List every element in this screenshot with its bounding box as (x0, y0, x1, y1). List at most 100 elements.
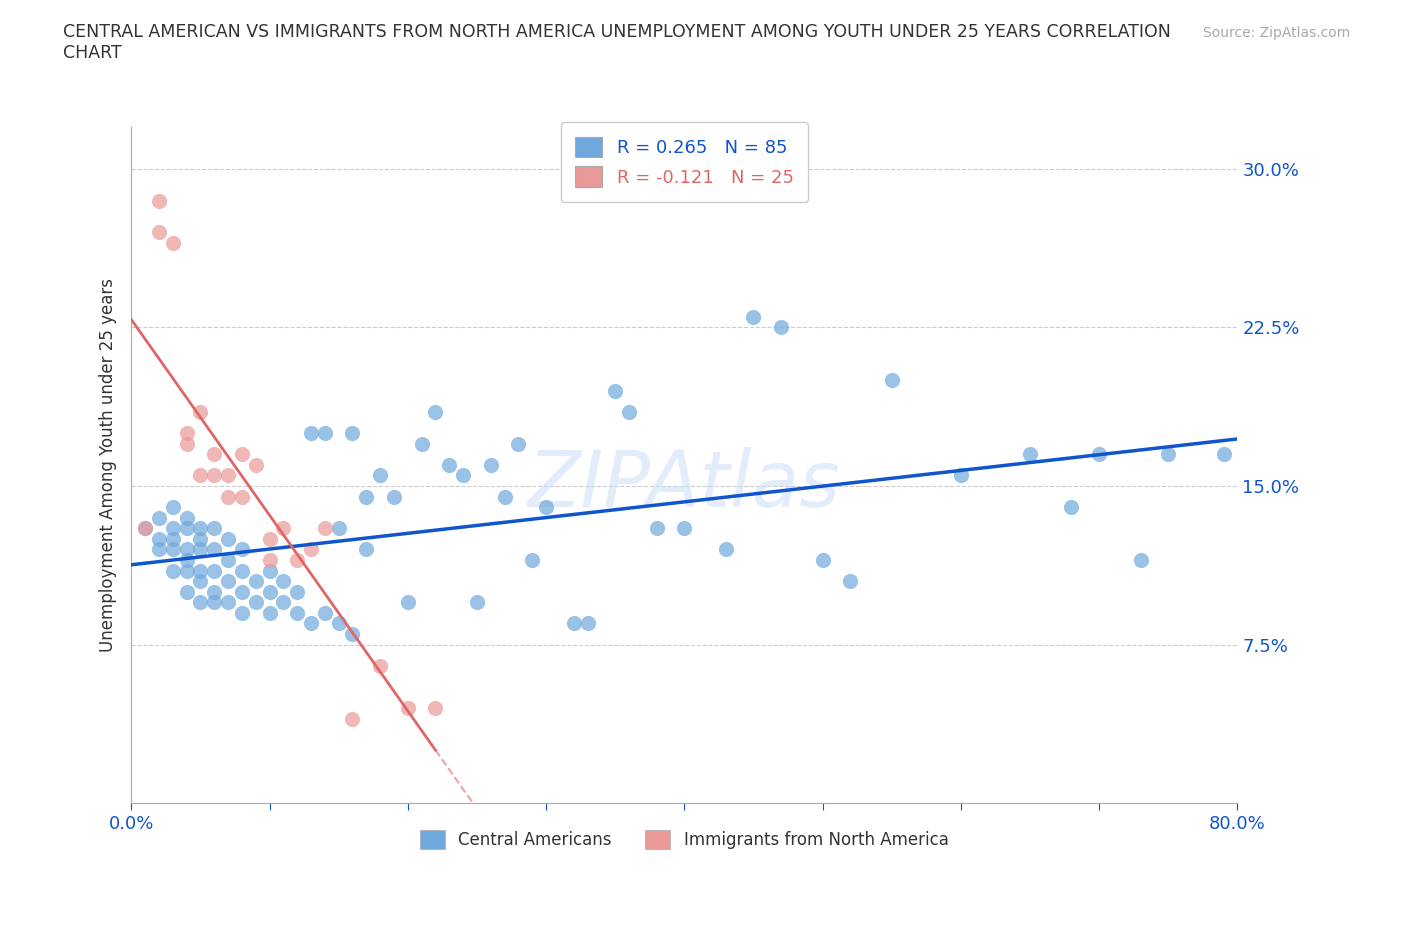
Point (522, 552, 544, 567)
Point (190, 405, 212, 419)
Point (231, 489, 253, 504)
Point (162, 521, 184, 536)
Point (368, 658, 391, 673)
Point (534, 499, 557, 514)
Point (148, 511, 170, 525)
Point (217, 574, 239, 589)
Point (314, 521, 336, 536)
Point (299, 542, 322, 557)
Point (356, 489, 378, 504)
Point (645, 521, 668, 536)
Point (396, 595, 419, 610)
Point (176, 436, 198, 451)
Point (190, 563, 212, 578)
Point (1157, 446, 1180, 461)
Point (314, 426, 336, 441)
Point (259, 531, 281, 546)
Point (356, 542, 378, 557)
Point (176, 511, 198, 525)
Point (162, 542, 184, 557)
Point (811, 552, 834, 567)
Point (176, 584, 198, 599)
Point (190, 521, 212, 536)
Point (231, 584, 253, 599)
Point (148, 193, 170, 208)
Point (328, 521, 350, 536)
Point (245, 574, 267, 589)
Text: Source: ZipAtlas.com: Source: ZipAtlas.com (1202, 26, 1350, 40)
Point (231, 605, 253, 620)
Point (673, 521, 696, 536)
Point (451, 468, 474, 483)
Point (342, 627, 364, 642)
Point (162, 563, 184, 578)
Point (285, 552, 308, 567)
Point (411, 436, 433, 451)
Point (328, 616, 350, 631)
Point (217, 489, 239, 504)
Point (176, 552, 198, 567)
Point (880, 373, 903, 388)
Point (190, 595, 212, 610)
Point (342, 426, 364, 441)
Point (190, 531, 212, 546)
Point (562, 616, 585, 631)
Point (314, 605, 336, 620)
Point (1060, 499, 1083, 514)
Point (259, 563, 281, 578)
Point (148, 542, 170, 557)
Point (202, 446, 225, 461)
Point (396, 700, 419, 715)
Point (259, 605, 281, 620)
Point (508, 436, 530, 451)
Point (162, 531, 184, 546)
Point (617, 405, 640, 419)
Point (148, 225, 170, 240)
Point (742, 310, 765, 325)
Point (1129, 552, 1152, 567)
Point (217, 552, 239, 567)
Point (162, 235, 184, 250)
Point (231, 542, 253, 557)
Point (285, 584, 308, 599)
Point (202, 468, 225, 483)
Point (176, 542, 198, 557)
Text: CENTRAL AMERICAN VS IMMIGRANTS FROM NORTH AMERICA UNEMPLOYMENT AMONG YOUTH UNDER: CENTRAL AMERICAN VS IMMIGRANTS FROM NORT… (63, 23, 1171, 62)
Point (1088, 446, 1111, 461)
Text: ZIPAtlas: ZIPAtlas (529, 447, 841, 524)
Point (217, 595, 239, 610)
Point (202, 595, 225, 610)
Point (1212, 446, 1234, 461)
Point (245, 458, 267, 472)
Point (148, 531, 170, 546)
Point (134, 521, 156, 536)
Point (259, 584, 281, 599)
Point (176, 563, 198, 578)
Point (190, 574, 212, 589)
Point (770, 320, 793, 335)
Point (190, 542, 212, 557)
Point (299, 616, 322, 631)
Point (217, 531, 239, 546)
Point (202, 584, 225, 599)
Point (425, 405, 447, 419)
Point (714, 542, 737, 557)
Point (176, 426, 198, 441)
Point (479, 458, 502, 472)
Point (202, 521, 225, 536)
Point (273, 574, 295, 589)
Point (425, 700, 447, 715)
Point (245, 595, 267, 610)
Point (202, 563, 225, 578)
Point (465, 595, 488, 610)
Point (342, 711, 364, 726)
Point (368, 468, 391, 483)
Point (176, 521, 198, 536)
Point (217, 468, 239, 483)
Point (231, 446, 253, 461)
Y-axis label: Unemployment Among Youth under 25 years: Unemployment Among Youth under 25 years (100, 278, 117, 652)
Point (273, 595, 295, 610)
Point (285, 605, 308, 620)
Point (576, 616, 599, 631)
Point (382, 489, 405, 504)
